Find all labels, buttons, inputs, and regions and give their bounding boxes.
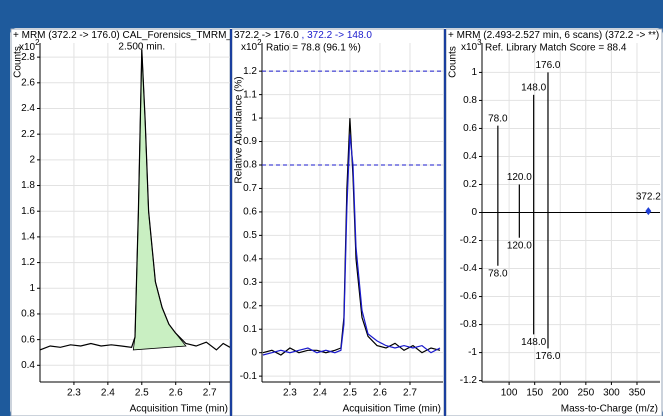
y-tick-label: 0.4 [243,253,257,264]
y-tick-label: 0.2 [463,179,477,190]
panel [231,28,445,416]
y-tick-label: 1.4 [21,232,35,243]
y-axis-label: Counts [13,46,24,78]
y-tick-label: 0.4 [21,360,35,371]
y-tick-label: 0.6 [243,207,257,218]
stick-label: 120.0 [507,240,532,251]
x-tick-label: 2.4 [313,388,327,399]
multiplier-base: x10 [241,42,258,53]
multiplier: x103 [461,38,482,53]
ratio-text: Ratio = 78.8 (96.1 %) [266,43,361,54]
y-tick-label: 0 [251,347,257,358]
y-tick-label: 2.6 [21,77,35,88]
multiplier-base: x10 [461,42,478,53]
score-text: Ref. Library Match Score = 88.4 [485,43,627,54]
header-text: + MRM (372.2 -> 176.0) CAL_Forensics_TMR… [13,30,298,41]
trace [262,134,441,356]
y-axis-label: Counts [448,46,459,78]
y-tick-label: -0.4 [460,263,478,274]
panel-header: + MRM (2.493-2.527 min, 6 scans) (372.2 … [448,30,663,41]
y-tick-label: 0 [471,207,477,218]
y-tick-label: 0.6 [463,123,477,134]
y-tick-label: -0.6 [460,291,478,302]
multiplier: x102 [241,38,262,53]
y-tick-label: 1.2 [21,257,35,268]
x-axis-label: Mass-to-Charge (m/z) [561,404,658,415]
panel [10,28,231,416]
y-tick-label: 1.8 [21,180,35,191]
trace [262,118,441,356]
precursor-label: 372.2 [636,192,661,203]
y-tick-label: 0.3 [243,277,257,288]
x-tick-label: 2.7 [203,388,217,399]
x-axis-label: Acquisition Time (min) [130,404,228,415]
multiplier-exp: 2 [257,38,262,47]
y-tick-label: -0.8 [460,319,478,330]
x-tick-label: 2.5 [343,388,357,399]
multiplier-exp: 2 [35,38,40,47]
panel-header: + MRM (372.2 -> 176.0) CAL_Forensics_TMR… [13,30,298,41]
x-tick-label: 150 [526,388,543,399]
y-tick-label: 0.8 [21,309,35,320]
y-tick-label: 2.2 [21,129,35,140]
x-tick-label: 200 [552,388,569,399]
x-tick-label: 2.3 [283,388,297,399]
y-tick-label: 1.1 [243,89,257,100]
y-tick-label: -0.1 [240,371,258,382]
multiplier-base: x10 [19,42,36,53]
stick-label: 148.0 [521,337,546,348]
y-tick-label: 1 [251,113,257,124]
multiplier: x102 [19,38,40,53]
y-tick-label: 0.6 [21,334,35,345]
y-tick-label: 2 [29,154,35,165]
y-tick-label: 0.9 [243,136,257,147]
header-text: + MRM (2.493-2.527 min, 6 scans) (372.2 … [448,30,663,41]
x-tick-label: 250 [577,388,594,399]
y-axis-label: Relative Abundance (%) [234,76,245,183]
y-tick-label: 0.4 [463,151,477,162]
y-tick-label: 2.8 [21,52,35,63]
y-tick-label: 0.1 [243,324,257,335]
stick-label: 148.0 [521,82,546,93]
y-tick-label: 0.2 [243,300,257,311]
stick-label: 120.0 [507,172,532,183]
x-tick-label: 350 [629,388,646,399]
x-tick-label: 2.7 [403,388,417,399]
x-axis-label: Acquisition Time (min) [343,404,441,415]
y-tick-label: 0.7 [243,183,257,194]
x-tick-label: 2.6 [169,388,183,399]
annotation: 2.500 min. [118,42,165,53]
y-tick-label: -1 [468,347,477,358]
x-tick-label: 2.4 [101,388,115,399]
x-tick-label: 2.3 [67,388,81,399]
trace [40,49,230,351]
y-tick-label: -1.2 [460,375,478,386]
x-tick-label: 2.6 [373,388,387,399]
y-tick-label: 2.4 [21,103,35,114]
x-tick-label: 2.5 [135,388,149,399]
y-tick-label: 1.2 [243,66,257,77]
y-tick-label: 0.8 [463,95,477,106]
stick-label: 78.0 [488,113,508,124]
x-tick-label: 300 [603,388,620,399]
header-text: 372.2 -> 176.0 [234,30,299,41]
y-tick-label: 0.5 [243,230,257,241]
multiplier-exp: 3 [477,38,482,47]
y-tick-label: 1.6 [21,206,35,217]
y-tick-label: 1 [471,67,477,78]
y-tick-label: 0.8 [243,160,257,171]
x-tick-label: 100 [501,388,518,399]
stick-label: 176.0 [535,60,560,71]
y-tick-label: 1 [29,283,35,294]
y-tick-label: -0.2 [460,235,478,246]
stick-label: 78.0 [488,268,508,279]
header-text: , 372.2 -> 148.0 [299,30,373,41]
precursor-marker [645,207,652,216]
stick-label: 176.0 [535,351,560,362]
panel-header: 372.2 -> 176.0 , 372.2 -> 148.0 [234,30,372,41]
